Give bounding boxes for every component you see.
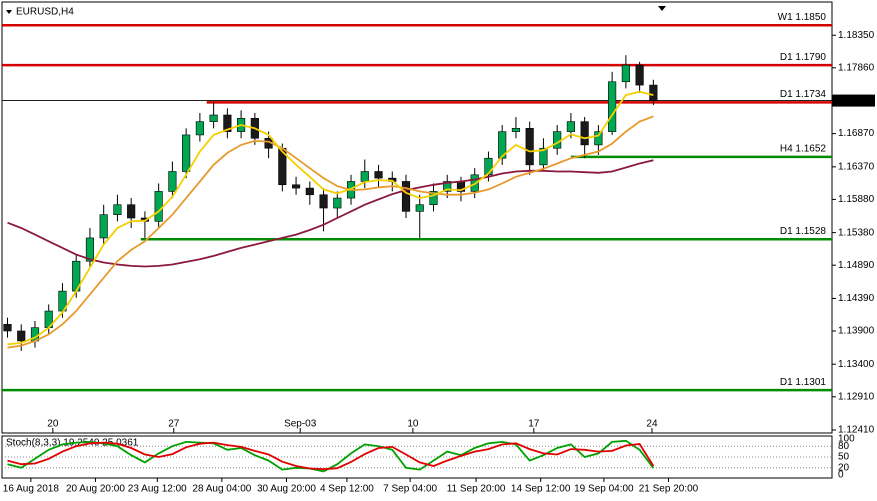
candle-body <box>223 114 232 132</box>
x-tick-label: 23 Aug 12:00 <box>128 484 187 495</box>
candle-body <box>525 127 534 166</box>
candle-body <box>649 84 658 101</box>
y-tick-label: 100 <box>838 434 855 445</box>
candle-body <box>608 81 617 132</box>
x-tick-label: 21 Sep 20:00 <box>639 484 699 495</box>
y-tick-label: 1.14390 <box>838 293 875 304</box>
x-tick-label: 27 <box>168 419 180 430</box>
y-tick-label: 1.12410 <box>838 425 875 436</box>
candle-body <box>484 157 493 176</box>
level-label: H4 1.1652 <box>780 144 827 155</box>
candle-body <box>415 204 424 212</box>
x-tick-label: Sep-03 <box>284 419 317 430</box>
x-tick-label: 11 Sep 20:00 <box>447 484 506 495</box>
candle-body <box>17 330 26 342</box>
x-tick-label: 20 Aug 20:00 <box>66 484 125 495</box>
moving-average <box>7 90 654 346</box>
candle-body <box>99 214 108 239</box>
candle-body <box>429 191 438 206</box>
candle-body <box>374 171 383 179</box>
candle-body <box>401 181 411 212</box>
level-label: D1 1.1734 <box>780 89 827 100</box>
x-tick-label: 30 Aug 20:00 <box>257 484 316 495</box>
candle-body <box>566 121 575 132</box>
main-panel <box>1 1 833 434</box>
candle-body <box>443 181 452 192</box>
candle-body <box>209 114 218 122</box>
menu-arrow <box>6 10 12 14</box>
y-tick-label: 20 <box>838 462 850 473</box>
y-tick-label: 50 <box>838 452 850 463</box>
candle-body <box>553 131 562 149</box>
candle-body <box>333 197 342 209</box>
candle-body <box>85 237 95 262</box>
stoch-line <box>7 441 655 471</box>
candle-body <box>168 171 177 192</box>
y-tick-label: 1.16370 <box>838 161 875 172</box>
y-tick-label: 1.18350 <box>838 30 875 41</box>
moving-average <box>7 115 654 349</box>
level-label: W1 1.1850 <box>778 12 827 23</box>
y-tick-label: 1.13900 <box>838 326 875 337</box>
candle-body <box>539 147 548 166</box>
x-tick-label: 24 <box>646 419 658 430</box>
level-label: D1 1.1790 <box>780 52 827 63</box>
y-tick-label: 1.13400 <box>838 359 875 370</box>
candle-body <box>291 184 301 189</box>
candle-body <box>3 324 12 332</box>
level-label: D1 1.1528 <box>780 226 827 237</box>
chart-title: EURUSD,H4 <box>16 7 74 18</box>
shift-marker <box>658 6 666 11</box>
x-tick-label: 20 <box>47 419 59 430</box>
candle-body <box>154 191 163 222</box>
y-tick-label: 1.12910 <box>838 391 875 402</box>
y-tick-label: 1.15380 <box>838 227 875 238</box>
candle-body <box>594 131 603 146</box>
candle-body <box>305 187 314 196</box>
candle-body <box>195 121 204 136</box>
candle-body <box>511 127 521 132</box>
y-tick-label: 1.14890 <box>838 260 875 271</box>
last-price-tag <box>832 94 875 107</box>
x-tick-label: 10 <box>407 419 419 430</box>
x-tick-label: 28 Aug 04:00 <box>192 484 251 495</box>
x-tick-label: 17 <box>528 419 540 430</box>
y-tick-label: 80 <box>838 441 850 452</box>
x-tick-label: 16 Aug 2018 <box>3 484 60 495</box>
y-tick-label: 1.17860 <box>838 62 875 73</box>
candle-body <box>113 204 122 215</box>
candle-body <box>182 134 191 172</box>
candle-body <box>580 121 589 146</box>
candle-body <box>127 204 136 219</box>
x-tick-label: 7 Sep 04:00 <box>383 484 437 495</box>
candle-body <box>621 64 630 83</box>
candle-body <box>498 131 507 159</box>
level-label: D1 1.1301 <box>780 377 827 388</box>
y-tick-label: 1.16870 <box>838 128 875 139</box>
x-tick-label: 14 Sep 12:00 <box>511 484 571 495</box>
x-tick-label: 19 Sep 04:00 <box>574 484 634 495</box>
candle-body <box>635 64 644 86</box>
x-tick-label: 4 Sep 12:00 <box>320 484 374 495</box>
last-price-label: 1.17367 <box>836 95 873 106</box>
candle-body <box>319 194 328 209</box>
y-tick-label: 0 <box>838 470 844 481</box>
y-tick-label: 1.15880 <box>838 194 875 205</box>
candle-body <box>360 171 369 182</box>
